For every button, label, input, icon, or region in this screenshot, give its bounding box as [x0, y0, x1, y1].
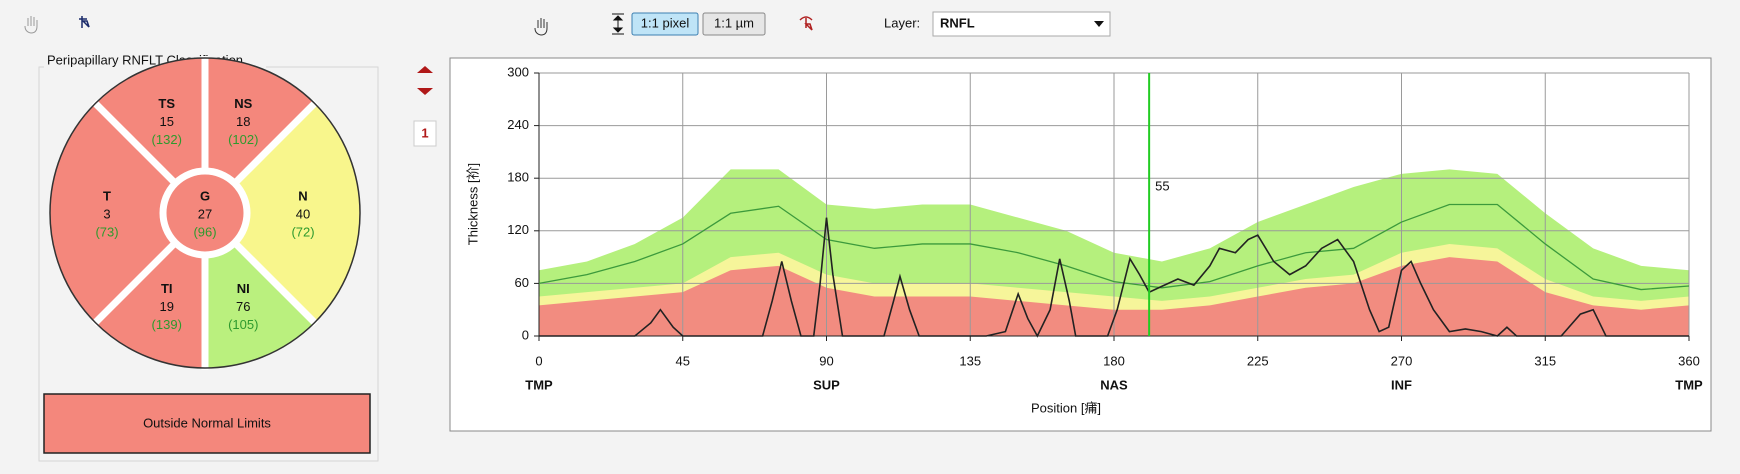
- sector-reference: (73): [95, 224, 118, 239]
- x-tick-label: 45: [676, 353, 690, 368]
- outline: [49, 57, 361, 369]
- y-tick-label: 300: [507, 64, 529, 79]
- button-pixel[interactable]: [631, 12, 699, 36]
- scroll-down[interactable]: [417, 88, 433, 95]
- pointer-tool[interactable]: [79, 16, 90, 28]
- scroll-up[interactable]: [417, 66, 433, 73]
- page-index-box[interactable]: [413, 120, 437, 147]
- layer-value[interactable]: RNFL: [940, 15, 975, 30]
- x-axis-label: Position [痡]: [1031, 400, 1101, 415]
- marker-tool[interactable]: [799, 16, 813, 31]
- y-tick-label: 180: [507, 170, 529, 185]
- x-tick-label: 90: [819, 353, 833, 368]
- sector-value: 76: [236, 299, 250, 314]
- x-tick-label: 315: [1534, 353, 1556, 368]
- sector: [95, 242, 205, 368]
- sector-divider: [91, 99, 178, 186]
- y-tick-label: 120: [507, 222, 529, 237]
- sector-label: G: [200, 188, 210, 203]
- y-tick-label: 0: [522, 327, 529, 342]
- x-tick-label: 135: [959, 353, 981, 368]
- x-tick-label: 225: [1247, 353, 1269, 368]
- sector-label: TI: [161, 281, 173, 296]
- cursor-value: 55: [1155, 178, 1169, 193]
- sector-label: N: [298, 188, 307, 203]
- x-tick-label: 180: [1103, 353, 1125, 368]
- region-label: TMP: [1675, 377, 1703, 392]
- sector-divider: [232, 240, 319, 327]
- sector-divider: [232, 99, 319, 186]
- pan-tool[interactable]: [534, 18, 548, 36]
- x-tick-label: 0: [535, 353, 542, 368]
- x-tick-label: 270: [1391, 353, 1413, 368]
- layer-label: Layer:: [884, 15, 920, 30]
- sector: [49, 103, 176, 323]
- pan-tool[interactable]: [24, 16, 38, 34]
- y-axis-label: Thickness [祄]: [465, 163, 480, 245]
- sector: [95, 58, 205, 184]
- region-label: TMP: [525, 377, 553, 392]
- sector-chart: TS 15 (132) NS 18 (102) N 40 (72) NI 76 (105) TI 19 (1…: [49, 56, 361, 370]
- y-tick-label: 60: [515, 275, 529, 290]
- sector-label: NS: [234, 96, 252, 111]
- region-label: SUP: [813, 377, 840, 392]
- sector-reference: (105): [228, 317, 258, 332]
- sector-value: 19: [159, 299, 173, 314]
- plot: 0 60 120 180 240 300 0 45 90 135 180 225 270 315 360 TM…: [507, 64, 1703, 392]
- sector-value: 15: [159, 114, 173, 129]
- sector: [205, 58, 315, 184]
- data-line: [538, 203, 1690, 291]
- y-tick-label: 240: [507, 117, 529, 132]
- sector-reference: (102): [228, 132, 258, 147]
- result-text: Outside Normal Limits: [143, 415, 271, 430]
- region-label: INF: [1391, 377, 1412, 392]
- result-box: [43, 393, 371, 454]
- button-micron[interactable]: [702, 12, 766, 36]
- sector: [205, 242, 315, 368]
- region-label: NAS: [1100, 377, 1128, 392]
- sector-value: 3: [103, 206, 110, 221]
- sector-divider: [91, 240, 178, 327]
- sector-value: 40: [296, 206, 310, 221]
- button-label[interactable]: 1:1 µm: [714, 15, 754, 30]
- data-line: [539, 217, 1689, 338]
- fit-height[interactable]: [612, 13, 624, 35]
- sector-label: NI: [237, 281, 250, 296]
- sector-value: 18: [236, 114, 250, 129]
- layer-dropdown[interactable]: [932, 11, 1111, 37]
- sector-reference: (139): [152, 317, 182, 332]
- sector-label: TS: [158, 96, 175, 111]
- center-sector: [159, 167, 251, 259]
- sector-label: T: [103, 188, 111, 203]
- dropdown-arrow[interactable]: [1094, 21, 1104, 27]
- sector-reference: (72): [291, 224, 314, 239]
- button-label[interactable]: 1:1 pixel: [641, 15, 690, 30]
- sector: [234, 103, 360, 323]
- page-index[interactable]: 1: [421, 125, 428, 140]
- sector-reference: (96): [193, 224, 216, 239]
- sector-value: 27: [198, 206, 212, 221]
- x-tick-label: 360: [1678, 353, 1700, 368]
- sector-reference: (132): [152, 132, 182, 147]
